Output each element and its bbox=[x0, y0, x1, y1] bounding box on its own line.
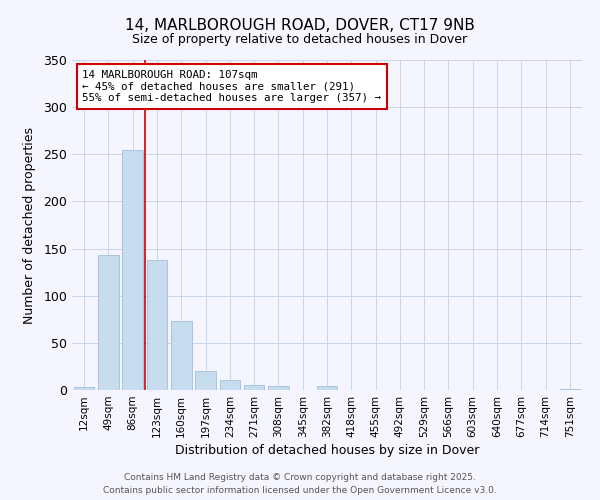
X-axis label: Distribution of detached houses by size in Dover: Distribution of detached houses by size … bbox=[175, 444, 479, 457]
Bar bbox=[220, 380, 240, 390]
Bar bbox=[122, 150, 143, 390]
Bar bbox=[195, 371, 216, 390]
Text: 14 MARLBOROUGH ROAD: 107sqm
← 45% of detached houses are smaller (291)
55% of se: 14 MARLBOROUGH ROAD: 107sqm ← 45% of det… bbox=[82, 70, 381, 103]
Bar bbox=[268, 386, 289, 390]
Bar bbox=[171, 321, 191, 390]
Y-axis label: Number of detached properties: Number of detached properties bbox=[23, 126, 37, 324]
Bar bbox=[560, 389, 580, 390]
Text: 14, MARLBOROUGH ROAD, DOVER, CT17 9NB: 14, MARLBOROUGH ROAD, DOVER, CT17 9NB bbox=[125, 18, 475, 32]
Bar bbox=[98, 255, 119, 390]
Bar bbox=[146, 260, 167, 390]
Text: Size of property relative to detached houses in Dover: Size of property relative to detached ho… bbox=[133, 32, 467, 46]
Bar bbox=[244, 386, 265, 390]
Bar bbox=[74, 387, 94, 390]
Text: Contains HM Land Registry data © Crown copyright and database right 2025.
Contai: Contains HM Land Registry data © Crown c… bbox=[103, 473, 497, 495]
Bar bbox=[317, 386, 337, 390]
